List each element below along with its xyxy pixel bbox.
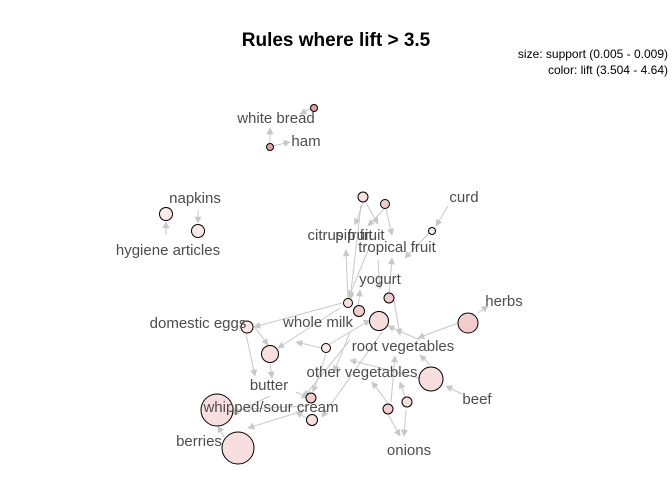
item-label-napkins: napkins	[169, 190, 221, 207]
rule-node	[305, 392, 317, 404]
edge	[253, 302, 343, 329]
edge	[445, 385, 463, 395]
legend-color: color: lift (3.504 - 4.64)	[548, 63, 668, 77]
edge	[365, 202, 379, 225]
edge	[347, 204, 362, 301]
rule-node	[401, 396, 413, 408]
item-label-white-bread: white bread	[236, 110, 315, 127]
edge	[245, 333, 258, 377]
rule-node	[457, 312, 479, 334]
rule-node	[357, 191, 369, 203]
edge	[348, 244, 371, 298]
rule-node	[418, 366, 444, 392]
edge	[387, 413, 401, 437]
rule-node	[369, 311, 389, 331]
edge	[231, 405, 307, 414]
rule-node	[306, 414, 318, 426]
edge	[303, 339, 351, 398]
rule-node	[310, 104, 318, 112]
edge	[342, 249, 350, 302]
item-label-ham: ham	[291, 133, 320, 150]
item-label-berries: berries	[176, 433, 222, 450]
item-label-other-vegetables: other vegetables	[307, 364, 418, 381]
edge	[321, 331, 383, 418]
item-label-beef: beef	[462, 391, 492, 408]
item-label-citrus-fruit: citrus fruit	[307, 227, 373, 244]
rule-node	[191, 224, 205, 238]
edge	[311, 353, 327, 393]
edge	[267, 363, 275, 379]
item-label-hygiene-articles: hygiene articles	[116, 242, 220, 259]
item-label-yogurt: yogurt	[359, 271, 402, 288]
item-label-herbs: herbs	[485, 293, 523, 310]
rule-node	[353, 305, 365, 317]
rule-node	[261, 345, 279, 363]
rule-node	[428, 227, 436, 235]
item-label-curd: curd	[449, 189, 478, 206]
item-label-domestic-eggs: domestic eggs	[150, 315, 247, 332]
rule-node	[321, 343, 331, 353]
item-label-butter: butter	[250, 377, 288, 394]
rule-node	[383, 292, 395, 304]
item-label-root-vegetables: root vegetables	[352, 338, 455, 355]
edge	[353, 202, 364, 226]
rule-node	[266, 143, 274, 151]
edge	[349, 358, 420, 379]
edge	[295, 340, 323, 349]
edge	[477, 305, 489, 314]
rule-nodes	[159, 104, 479, 465]
rule-node	[343, 298, 353, 308]
edge	[217, 425, 225, 438]
item-labels: white bread ham napkins hygiene articles…	[116, 110, 523, 459]
edge	[253, 325, 269, 346]
edge	[417, 322, 459, 340]
rule-node	[240, 320, 254, 334]
edge	[404, 232, 430, 259]
edge	[277, 307, 341, 349]
edges-layer	[162, 107, 489, 438]
item-label-onions: onions	[387, 442, 431, 459]
rule-node	[200, 393, 234, 427]
edge	[400, 409, 408, 437]
graph-title: Rules where lift > 3.5	[242, 30, 431, 51]
edge	[419, 354, 431, 366]
edge	[333, 331, 351, 373]
edge	[371, 381, 389, 404]
rule-node	[221, 431, 255, 465]
edge	[385, 208, 394, 236]
edge	[376, 259, 384, 290]
edge	[272, 140, 291, 147]
legend-size: size: support (0.005 - 0.009)	[518, 47, 668, 61]
edge	[393, 299, 403, 336]
item-label-tropical-fruit: tropical fruit	[358, 239, 436, 256]
edge	[390, 355, 398, 403]
edge	[388, 257, 395, 297]
edge	[435, 205, 449, 227]
edge	[387, 325, 421, 341]
item-label-whole-milk: whole milk	[282, 314, 354, 331]
rule-node	[380, 199, 390, 209]
item-label-pip-fruit: pip fruit	[335, 227, 385, 244]
rule-node	[159, 207, 173, 221]
edge	[299, 107, 313, 115]
item-label-whipped-sour-cream: whipped/sour cream	[202, 399, 338, 416]
rule-node	[382, 403, 394, 415]
